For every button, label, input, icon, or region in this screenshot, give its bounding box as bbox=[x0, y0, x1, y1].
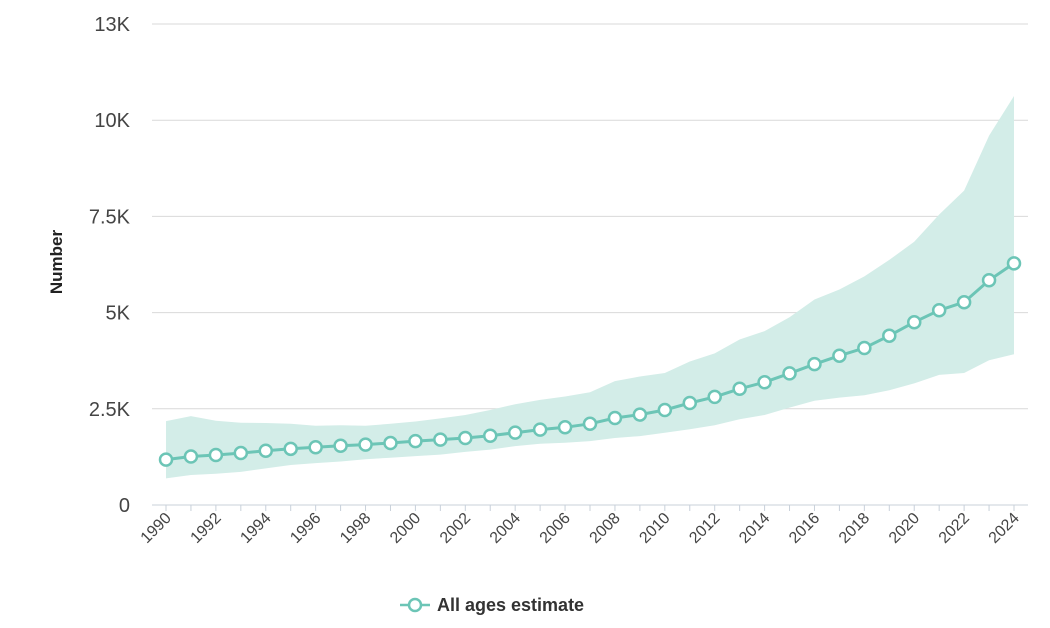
x-tick-label: 2002 bbox=[437, 510, 474, 547]
x-tick-label: 2022 bbox=[936, 510, 973, 547]
x-tick-label: 2006 bbox=[537, 510, 574, 547]
x-tick-label: 1998 bbox=[337, 510, 374, 547]
data-point bbox=[233, 445, 249, 461]
x-tick-label: 2004 bbox=[487, 510, 524, 547]
y-axis-ticks: 0 2.5K 5K 7.5K 10K 13K bbox=[89, 14, 131, 517]
y-tick-label: 13K bbox=[94, 14, 130, 36]
data-point bbox=[707, 389, 722, 405]
data-point bbox=[782, 366, 797, 381]
y-axis-title: Number bbox=[47, 230, 66, 295]
data-point bbox=[832, 348, 847, 363]
x-tick-label: 2020 bbox=[886, 510, 923, 547]
x-tick-label: 1996 bbox=[287, 510, 324, 547]
data-point bbox=[482, 428, 498, 443]
x-tick-label: 2018 bbox=[836, 510, 873, 547]
x-tick-label: 2024 bbox=[986, 510, 1023, 547]
data-point bbox=[532, 422, 548, 437]
data-point bbox=[383, 435, 398, 451]
data-point bbox=[607, 410, 623, 426]
data-point bbox=[857, 340, 872, 356]
data-point bbox=[632, 407, 648, 422]
x-tick-label: 1990 bbox=[138, 510, 175, 547]
data-point bbox=[158, 452, 174, 467]
data-point bbox=[931, 303, 947, 318]
data-point bbox=[308, 440, 323, 455]
data-point bbox=[358, 437, 373, 452]
data-point bbox=[956, 294, 972, 310]
y-tick-label: 0 bbox=[119, 495, 130, 517]
data-point bbox=[807, 356, 822, 372]
data-point bbox=[507, 425, 523, 440]
legend-series-marker bbox=[407, 597, 423, 613]
data-point bbox=[258, 443, 274, 458]
data-point bbox=[732, 381, 747, 397]
uncertainty-band bbox=[166, 96, 1014, 479]
data-point bbox=[757, 374, 772, 390]
data-point bbox=[408, 433, 423, 449]
data-point bbox=[582, 416, 598, 432]
x-tick-label: 2016 bbox=[786, 510, 823, 547]
x-tick-label: 1992 bbox=[188, 510, 225, 547]
data-point bbox=[333, 438, 348, 453]
data-point bbox=[682, 395, 698, 411]
data-point bbox=[283, 441, 298, 457]
data-point bbox=[208, 447, 224, 463]
x-tick-label: 1994 bbox=[237, 510, 274, 547]
data-point bbox=[906, 314, 922, 330]
uncertainty-band-layer bbox=[166, 96, 1014, 479]
y-tick-label: 2.5K bbox=[89, 399, 131, 421]
x-axis-ticks: 1990 1992 1994 1996 1998 2000 2002 2004 2006 2008… bbox=[138, 505, 1023, 547]
x-tick-label: 2000 bbox=[387, 510, 424, 547]
legend-series-label: All ages estimate bbox=[437, 595, 584, 615]
y-tick-label: 10K bbox=[94, 110, 130, 132]
x-tick-label: 2008 bbox=[587, 510, 624, 547]
data-point bbox=[882, 328, 897, 343]
data-point bbox=[981, 273, 997, 288]
x-tick-label: 2010 bbox=[636, 510, 673, 547]
data-point bbox=[557, 420, 573, 435]
series-points bbox=[158, 256, 1022, 467]
legend[interactable]: All ages estimate bbox=[400, 595, 584, 615]
x-tick-label: 2012 bbox=[686, 510, 723, 547]
data-point bbox=[458, 430, 473, 446]
x-tick-label: 2014 bbox=[736, 510, 773, 547]
data-point bbox=[657, 402, 673, 418]
data-point bbox=[183, 449, 199, 464]
y-tick-label: 5K bbox=[106, 303, 131, 325]
data-point bbox=[1006, 256, 1022, 271]
y-tick-label: 7.5K bbox=[89, 206, 131, 228]
data-point bbox=[433, 432, 448, 447]
